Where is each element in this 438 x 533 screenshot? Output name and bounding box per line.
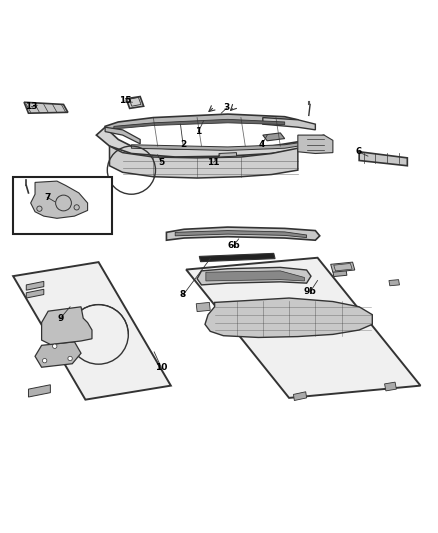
- Text: 15: 15: [119, 96, 131, 106]
- Polygon shape: [105, 114, 298, 131]
- Polygon shape: [26, 289, 44, 298]
- Text: 3: 3: [224, 103, 230, 112]
- Polygon shape: [131, 142, 307, 150]
- Polygon shape: [197, 268, 311, 285]
- Polygon shape: [110, 146, 298, 178]
- Polygon shape: [389, 280, 399, 286]
- Polygon shape: [206, 271, 304, 281]
- Polygon shape: [26, 281, 44, 290]
- FancyBboxPatch shape: [13, 177, 112, 233]
- Text: 5: 5: [158, 158, 164, 167]
- Polygon shape: [219, 152, 237, 157]
- Text: 10: 10: [155, 363, 167, 372]
- Polygon shape: [205, 298, 372, 337]
- Polygon shape: [385, 382, 396, 391]
- Polygon shape: [199, 253, 275, 262]
- Polygon shape: [359, 152, 407, 166]
- Polygon shape: [105, 127, 140, 144]
- Text: 4: 4: [259, 140, 265, 149]
- Polygon shape: [35, 342, 81, 367]
- Text: 7: 7: [44, 193, 50, 202]
- Text: 8: 8: [180, 290, 186, 300]
- Circle shape: [53, 344, 57, 349]
- Polygon shape: [42, 307, 92, 344]
- Polygon shape: [24, 102, 68, 113]
- Polygon shape: [293, 392, 307, 400]
- Polygon shape: [114, 119, 285, 129]
- Polygon shape: [31, 181, 88, 219]
- Text: 6: 6: [355, 147, 361, 156]
- Circle shape: [42, 359, 47, 363]
- Polygon shape: [96, 127, 324, 157]
- Polygon shape: [13, 262, 171, 400]
- Polygon shape: [166, 227, 320, 240]
- Polygon shape: [126, 96, 144, 108]
- Polygon shape: [298, 135, 333, 154]
- Text: 9: 9: [57, 314, 64, 322]
- Polygon shape: [186, 258, 420, 398]
- Polygon shape: [263, 118, 315, 130]
- Polygon shape: [331, 262, 355, 272]
- Text: 2: 2: [180, 140, 186, 149]
- Text: 1: 1: [195, 127, 201, 136]
- Polygon shape: [333, 270, 347, 277]
- Text: 13: 13: [25, 102, 38, 111]
- Circle shape: [68, 356, 72, 361]
- Polygon shape: [196, 302, 210, 312]
- Polygon shape: [175, 231, 307, 238]
- Text: 9b: 9b: [304, 287, 317, 296]
- Polygon shape: [28, 385, 50, 397]
- Polygon shape: [263, 133, 285, 141]
- Text: 6b: 6b: [227, 241, 240, 250]
- Text: 11: 11: [208, 158, 220, 167]
